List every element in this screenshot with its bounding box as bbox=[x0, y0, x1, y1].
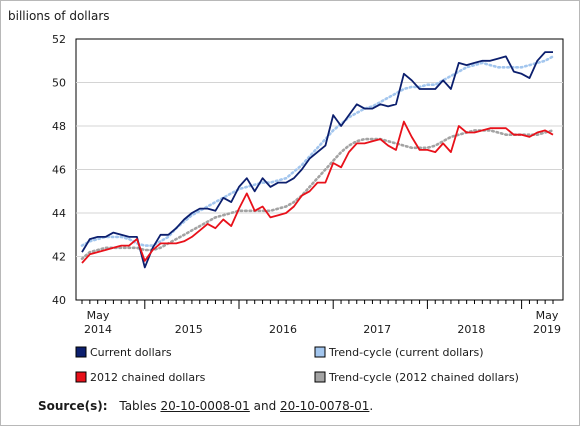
source-middle: and bbox=[253, 399, 277, 413]
y-axis-label: billions of dollars bbox=[8, 9, 110, 23]
x-tick-year-label: 2015 bbox=[175, 323, 203, 336]
series-line-2012-chained-dollars bbox=[81, 120, 554, 264]
y-tick-label: 52 bbox=[52, 33, 66, 46]
legend-label: Trend-cycle (current dollars) bbox=[328, 346, 484, 359]
source-link-table-1[interactable]: 20-10-0008-01 bbox=[160, 399, 250, 413]
y-tick-label: 42 bbox=[52, 251, 66, 264]
source-link-table-2[interactable]: 20-10-0078-01 bbox=[280, 399, 370, 413]
gridlines bbox=[76, 82, 563, 257]
source-note: Source(s): Tables 20-10-0008-01 and 20-1… bbox=[38, 399, 373, 413]
legend-label: Trend-cycle (2012 chained dollars) bbox=[328, 371, 519, 384]
legend-label: 2012 chained dollars bbox=[90, 371, 206, 384]
series-line-trend-cycle-current-dollars bbox=[80, 55, 555, 247]
x-tick-year-label: 2017 bbox=[363, 323, 391, 336]
x-tick-year-label: 2014 bbox=[84, 323, 112, 336]
y-tick-label: 46 bbox=[52, 164, 66, 177]
legend-label: Current dollars bbox=[90, 346, 172, 359]
y-tick-label: 50 bbox=[52, 77, 66, 90]
x-tick-month-label: May bbox=[536, 309, 559, 322]
series-layer bbox=[80, 51, 555, 269]
x-tick-year-label: 2018 bbox=[457, 323, 485, 336]
y-tick-label: 40 bbox=[52, 294, 66, 307]
y-tick-label: 48 bbox=[52, 120, 66, 133]
x-tick-month-label: May bbox=[87, 309, 110, 322]
legend: Current dollars Trend-cycle (current doll… bbox=[75, 346, 519, 384]
source-label: Source(s): bbox=[38, 399, 108, 413]
series-line-trend-cycle-2012-chained-dollars bbox=[80, 129, 555, 261]
series-line-current-dollars bbox=[81, 51, 553, 269]
source-prefix: Tables bbox=[119, 399, 157, 413]
legend-swatch bbox=[75, 371, 87, 383]
legend-swatch bbox=[314, 371, 326, 383]
source-suffix: . bbox=[369, 399, 374, 413]
y-tick-label: 44 bbox=[52, 207, 66, 220]
legend-swatch bbox=[314, 346, 326, 358]
y-tick-labels: 40 42 44 46 48 50 52 bbox=[52, 33, 66, 307]
x-tick-year-label: 2019 bbox=[533, 323, 561, 336]
x-tick-year-label: 2016 bbox=[269, 323, 297, 336]
legend-swatch bbox=[75, 346, 87, 358]
